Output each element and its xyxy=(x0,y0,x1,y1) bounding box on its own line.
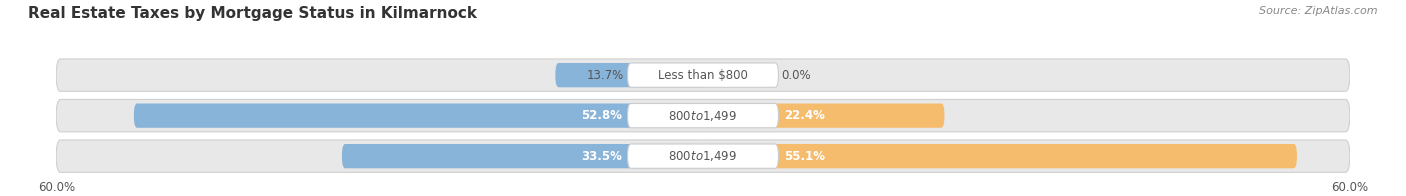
Text: Real Estate Taxes by Mortgage Status in Kilmarnock: Real Estate Taxes by Mortgage Status in … xyxy=(28,6,477,21)
Text: 13.7%: 13.7% xyxy=(588,69,624,82)
FancyBboxPatch shape xyxy=(56,140,1350,172)
FancyBboxPatch shape xyxy=(56,99,1350,132)
Text: $800 to $1,499: $800 to $1,499 xyxy=(668,149,738,163)
FancyBboxPatch shape xyxy=(342,144,703,168)
Text: 33.5%: 33.5% xyxy=(581,150,623,163)
Text: 0.0%: 0.0% xyxy=(782,69,811,82)
FancyBboxPatch shape xyxy=(134,103,703,128)
FancyBboxPatch shape xyxy=(627,144,779,168)
FancyBboxPatch shape xyxy=(627,63,779,87)
Text: 22.4%: 22.4% xyxy=(785,109,825,122)
FancyBboxPatch shape xyxy=(703,144,1296,168)
Text: Source: ZipAtlas.com: Source: ZipAtlas.com xyxy=(1260,6,1378,16)
FancyBboxPatch shape xyxy=(56,59,1350,91)
FancyBboxPatch shape xyxy=(703,103,945,128)
Text: $800 to $1,499: $800 to $1,499 xyxy=(668,109,738,123)
FancyBboxPatch shape xyxy=(627,103,779,128)
FancyBboxPatch shape xyxy=(555,63,703,87)
Text: 52.8%: 52.8% xyxy=(581,109,623,122)
Text: 55.1%: 55.1% xyxy=(785,150,825,163)
Text: Less than $800: Less than $800 xyxy=(658,69,748,82)
